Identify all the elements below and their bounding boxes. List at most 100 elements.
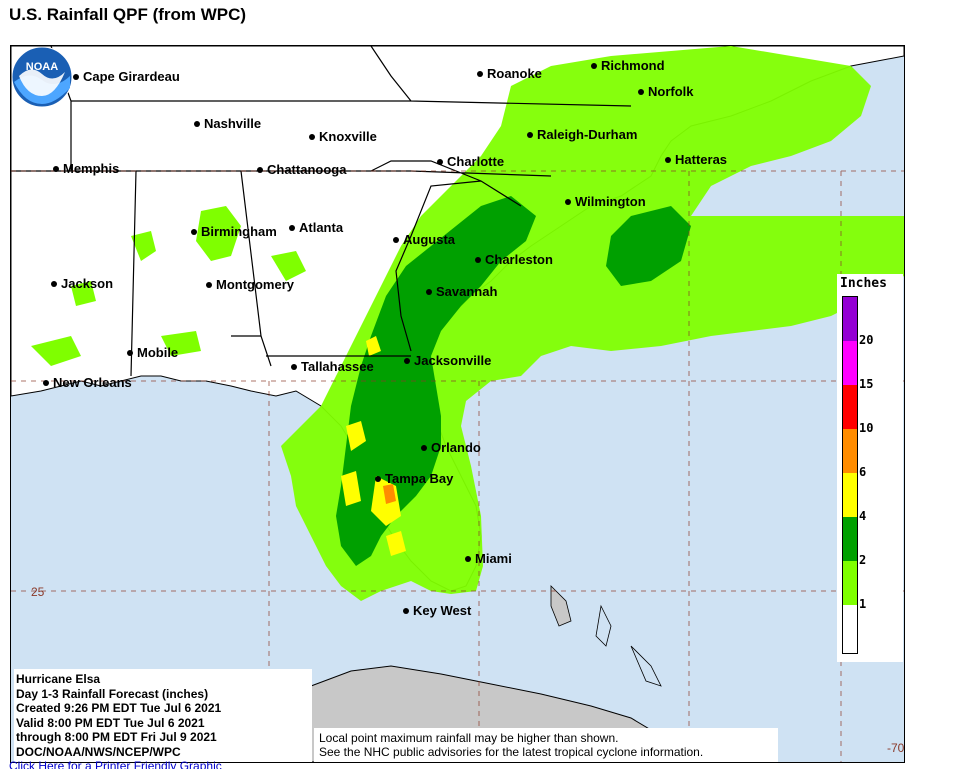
valid-start: Valid 8:00 PM EDT Tue Jul 6 2021 — [16, 715, 205, 730]
valid-end: through 8:00 PM EDT Fri Jul 9 2021 — [16, 730, 217, 744]
legend-swatch-2 — [843, 517, 857, 561]
rain-area-2in — [336, 196, 536, 566]
note-line: Local point maximum rainfall may be high… — [319, 731, 619, 745]
rain-area-4in-2 — [341, 471, 361, 506]
city-label: Tampa Bay — [375, 472, 453, 486]
page-title: U.S. Rainfall QPF (from WPC) — [9, 5, 247, 24]
city-dot-icon — [403, 607, 409, 614]
city-dot-icon — [43, 379, 49, 386]
longitude-label: -70 — [887, 741, 905, 755]
legend-label: 2 — [859, 553, 867, 567]
legend-swatch-4 — [843, 473, 857, 517]
legend-title: Inches — [840, 276, 887, 291]
city-label: Savannah — [426, 285, 497, 299]
rainfall-legend: Inches 20 15 10 6 4 2 1 — [837, 274, 903, 662]
rainfall-map: Cape Girardeau Roanoke Richmond Norfolk … — [10, 45, 905, 763]
legend-label: 10 — [859, 421, 874, 435]
city-label: Richmond — [591, 59, 665, 73]
city-dot-icon — [51, 280, 57, 287]
city-dot-icon — [527, 131, 533, 138]
city-dot-icon — [421, 444, 427, 451]
rain-blob-west-4 — [31, 336, 81, 366]
legend-swatch-20 — [843, 297, 857, 341]
city-label: Jackson — [51, 277, 113, 291]
rain-area-1in — [281, 46, 904, 601]
city-dot-icon — [475, 256, 481, 263]
city-dot-icon — [638, 88, 644, 95]
forecast-type: Day 1-3 Rainfall Forecast (inches) — [16, 686, 209, 701]
city-label: Chattanooga — [257, 163, 346, 177]
city-label: Nashville — [194, 117, 261, 131]
grid-lines — [11, 170, 904, 762]
bahamas-land-3 — [630, 645, 662, 687]
city-label: Roanoke — [477, 67, 542, 81]
legend-swatch-1 — [843, 561, 857, 605]
city-dot-icon — [191, 228, 197, 235]
city-dot-icon — [426, 288, 432, 295]
created-time: Created 9:26 PM EDT Tue Jul 6 2021 — [16, 701, 222, 715]
city-dot-icon — [291, 363, 297, 370]
city-label: New Orleans — [43, 376, 132, 390]
city-label: Tallahassee — [291, 360, 374, 374]
city-label: Montgomery — [206, 278, 294, 292]
city-dot-icon — [477, 70, 483, 77]
rain-area-4in-5 — [366, 336, 381, 356]
legend-label: 20 — [859, 333, 874, 347]
city-dot-icon — [393, 236, 399, 243]
latitude-label: 25 — [31, 585, 45, 599]
storm-name: Hurricane Elsa — [16, 672, 101, 686]
rain-area-6in — [383, 484, 396, 504]
city-dot-icon — [127, 349, 133, 356]
svg-text:NOAA: NOAA — [26, 61, 58, 73]
rain-blob-west-2 — [131, 231, 156, 261]
city-label: Knoxville — [309, 130, 377, 144]
city-label: Birmingham — [191, 225, 277, 239]
city-label: Wilmington — [565, 195, 646, 209]
city-dot-icon — [289, 224, 295, 231]
city-dot-icon — [53, 165, 59, 172]
city-dot-icon — [194, 120, 200, 127]
city-dot-icon — [437, 158, 443, 165]
city-label: Charlotte — [437, 155, 504, 169]
forecast-info-box: Hurricane Elsa Day 1-3 Rainfall Forecast… — [14, 669, 312, 762]
rain-area-4in-1 — [346, 421, 366, 451]
city-label: Augusta — [393, 233, 455, 247]
rain-blob-west-6 — [71, 281, 96, 306]
city-dot-icon — [309, 133, 315, 140]
city-dot-icon — [404, 357, 410, 364]
city-label: Atlanta — [289, 221, 343, 235]
printer-friendly-link[interactable]: Click Here for a Printer Friendly Graphi… — [9, 760, 222, 769]
city-dot-icon — [665, 156, 671, 163]
legend-swatch-15 — [843, 341, 857, 385]
legend-label: 6 — [859, 465, 867, 479]
city-label: Cape Girardeau — [73, 70, 180, 84]
city-label: Mobile — [127, 346, 178, 360]
legend-label: 4 — [859, 509, 867, 523]
city-label: Charleston — [475, 253, 553, 267]
city-label: Jacksonville — [404, 354, 491, 368]
legend-swatch-0 — [843, 605, 857, 653]
rain-blob-west-5 — [161, 331, 201, 356]
city-label: Key West — [403, 604, 471, 618]
legend-color-bar — [842, 296, 858, 654]
city-label: Norfolk — [638, 85, 694, 99]
city-dot-icon — [565, 198, 571, 205]
city-label: Hatteras — [665, 153, 727, 167]
city-label: Orlando — [421, 441, 481, 455]
city-label: Raleigh-Durham — [527, 128, 637, 142]
legend-label: 1 — [859, 597, 867, 611]
city-dot-icon — [73, 73, 79, 80]
city-label: Miami — [465, 552, 512, 566]
rain-blob-west-1 — [196, 206, 241, 261]
note-line: See the NHC public advisories for the la… — [319, 745, 704, 759]
legend-label: 15 — [859, 377, 874, 391]
legend-swatch-6 — [843, 429, 857, 473]
noaa-logo-icon: NOAA — [11, 46, 73, 108]
bahamas-land-2 — [595, 604, 612, 647]
city-dot-icon — [591, 62, 597, 69]
city-label: Memphis — [53, 162, 119, 176]
rain-area-2in-offshore — [606, 206, 691, 286]
bahamas-land — [550, 585, 572, 627]
city-dot-icon — [375, 475, 381, 482]
city-dot-icon — [465, 555, 471, 562]
